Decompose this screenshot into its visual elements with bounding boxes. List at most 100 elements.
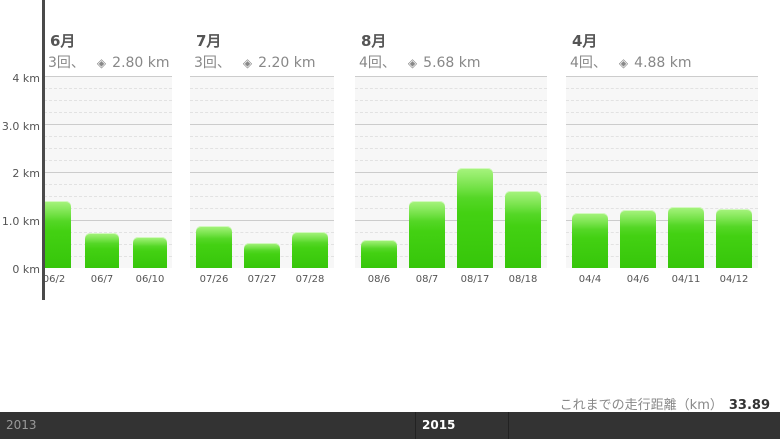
gridline bbox=[355, 124, 547, 125]
gridline bbox=[566, 148, 758, 149]
y-tick-3: 3.0 km bbox=[1, 120, 40, 133]
bar-04-6[interactable] bbox=[620, 209, 656, 268]
gridline bbox=[355, 148, 547, 149]
timeline-year-2015[interactable]: 2015 bbox=[422, 418, 456, 432]
run-count: 4回、 bbox=[570, 55, 607, 71]
bar-07-27[interactable] bbox=[244, 242, 280, 268]
month-panel: 7月 3回、 ◈ 2.20 km 07/26 07/27 07/28 bbox=[190, 0, 334, 300]
gridline bbox=[44, 124, 172, 125]
total-distance: これまでの走行距離（km） 33.89 bbox=[560, 394, 770, 413]
month-total-distance: 4.88 km bbox=[634, 55, 692, 71]
gridline bbox=[190, 172, 334, 173]
gridline bbox=[44, 208, 172, 209]
gridline bbox=[190, 208, 334, 209]
gridline bbox=[355, 232, 547, 233]
gridline bbox=[44, 220, 172, 221]
gridline bbox=[190, 148, 334, 149]
month-total-distance: 5.68 km bbox=[423, 55, 481, 71]
gridline bbox=[190, 196, 334, 197]
x-tick-label: 08/17 bbox=[460, 274, 490, 285]
month-total-distance: 2.80 km bbox=[112, 55, 170, 71]
bar-08-18[interactable] bbox=[505, 191, 541, 268]
year-timeline[interactable]: 2013 2015 bbox=[0, 412, 780, 439]
x-tick-label: 08/7 bbox=[415, 274, 439, 285]
plot-area bbox=[566, 76, 758, 268]
bar-04-4[interactable] bbox=[572, 212, 608, 268]
gridline bbox=[355, 220, 547, 221]
bar-04-12[interactable] bbox=[716, 208, 752, 268]
gridline bbox=[566, 208, 758, 209]
x-tick-label: 07/26 bbox=[199, 274, 229, 285]
timeline-divider bbox=[415, 412, 416, 439]
distance-icon: ◈ bbox=[242, 56, 253, 70]
gridline bbox=[355, 184, 547, 185]
gridline bbox=[566, 100, 758, 101]
gridline bbox=[44, 148, 172, 149]
gridline bbox=[44, 100, 172, 101]
y-tick-4: 4 km bbox=[12, 72, 40, 85]
gridline bbox=[566, 76, 758, 77]
gridline bbox=[190, 220, 334, 221]
distance-icon: ◈ bbox=[618, 56, 629, 70]
bar-04-11[interactable] bbox=[668, 207, 704, 268]
month-panel: 4月 4回、 ◈ 4.88 km 04/4 04/6 04/11 04/12 bbox=[566, 0, 758, 300]
gridline bbox=[355, 172, 547, 173]
total-distance-label: これまでの走行距離（km） bbox=[559, 398, 723, 413]
bar-08-17[interactable] bbox=[457, 168, 493, 268]
month-title: 8月 bbox=[361, 32, 387, 50]
gridline bbox=[355, 100, 547, 101]
run-count: 3回、 bbox=[48, 55, 85, 71]
bar-06-10[interactable] bbox=[133, 236, 167, 268]
month-summary: 4回、 ◈ 4.88 km bbox=[570, 52, 692, 72]
total-distance-value: 33.89 bbox=[728, 398, 770, 413]
gridline bbox=[44, 160, 172, 161]
x-tick-label: 06/10 bbox=[135, 274, 165, 285]
gridline bbox=[355, 196, 547, 197]
gridline bbox=[44, 112, 172, 113]
gridline bbox=[355, 112, 547, 113]
gridline bbox=[566, 196, 758, 197]
run-count: 3回、 bbox=[194, 55, 231, 71]
month-summary: 3回、 ◈ 2.80 km bbox=[48, 52, 170, 72]
y-tick-1: 1.0 km bbox=[1, 215, 40, 228]
month-title: 7月 bbox=[196, 32, 222, 50]
gridline bbox=[566, 220, 758, 221]
x-tick-label: 08/6 bbox=[367, 274, 391, 285]
gridline bbox=[190, 160, 334, 161]
gridline bbox=[566, 232, 758, 233]
month-title: 4月 bbox=[572, 32, 598, 50]
plot-area bbox=[190, 76, 334, 268]
gridline bbox=[190, 232, 334, 233]
x-tick-label: 08/18 bbox=[508, 274, 538, 285]
gridline bbox=[355, 256, 547, 257]
gridline bbox=[44, 232, 172, 233]
bar-06-7[interactable] bbox=[85, 233, 119, 268]
y-axis: 4 km 3.0 km 2 km 1.0 km 0 km bbox=[0, 0, 44, 300]
x-tick-label: 04/12 bbox=[719, 274, 749, 285]
gridline bbox=[566, 256, 758, 257]
timeline-divider bbox=[508, 412, 509, 439]
gridline bbox=[566, 244, 758, 245]
month-panel: 6月 3回、 ◈ 2.80 km 06/2 06/7 06/10 bbox=[43, 0, 172, 300]
bar-07-26[interactable] bbox=[196, 226, 232, 268]
x-tick-label: 07/27 bbox=[247, 274, 277, 285]
distance-icon: ◈ bbox=[407, 56, 418, 70]
month-total-distance: 2.20 km bbox=[258, 55, 316, 71]
gridline bbox=[44, 76, 172, 77]
left-axis-line bbox=[42, 0, 45, 300]
y-tick-0: 0 km bbox=[12, 263, 40, 276]
gridline bbox=[44, 184, 172, 185]
timeline-year-2013[interactable]: 2013 bbox=[6, 418, 37, 432]
x-tick-label: 06/2 bbox=[42, 274, 66, 285]
gridline bbox=[190, 112, 334, 113]
bar-06-2[interactable] bbox=[44, 200, 71, 268]
bar-08-7[interactable] bbox=[409, 200, 445, 268]
bar-08-6[interactable] bbox=[361, 240, 397, 268]
x-tick-label: 06/7 bbox=[90, 274, 114, 285]
month-summary: 3回、 ◈ 2.20 km bbox=[194, 52, 316, 72]
gridline bbox=[190, 136, 334, 137]
gridline bbox=[190, 124, 334, 125]
gridline bbox=[44, 172, 172, 173]
bar-07-28[interactable] bbox=[292, 231, 328, 268]
gridline bbox=[355, 88, 547, 89]
